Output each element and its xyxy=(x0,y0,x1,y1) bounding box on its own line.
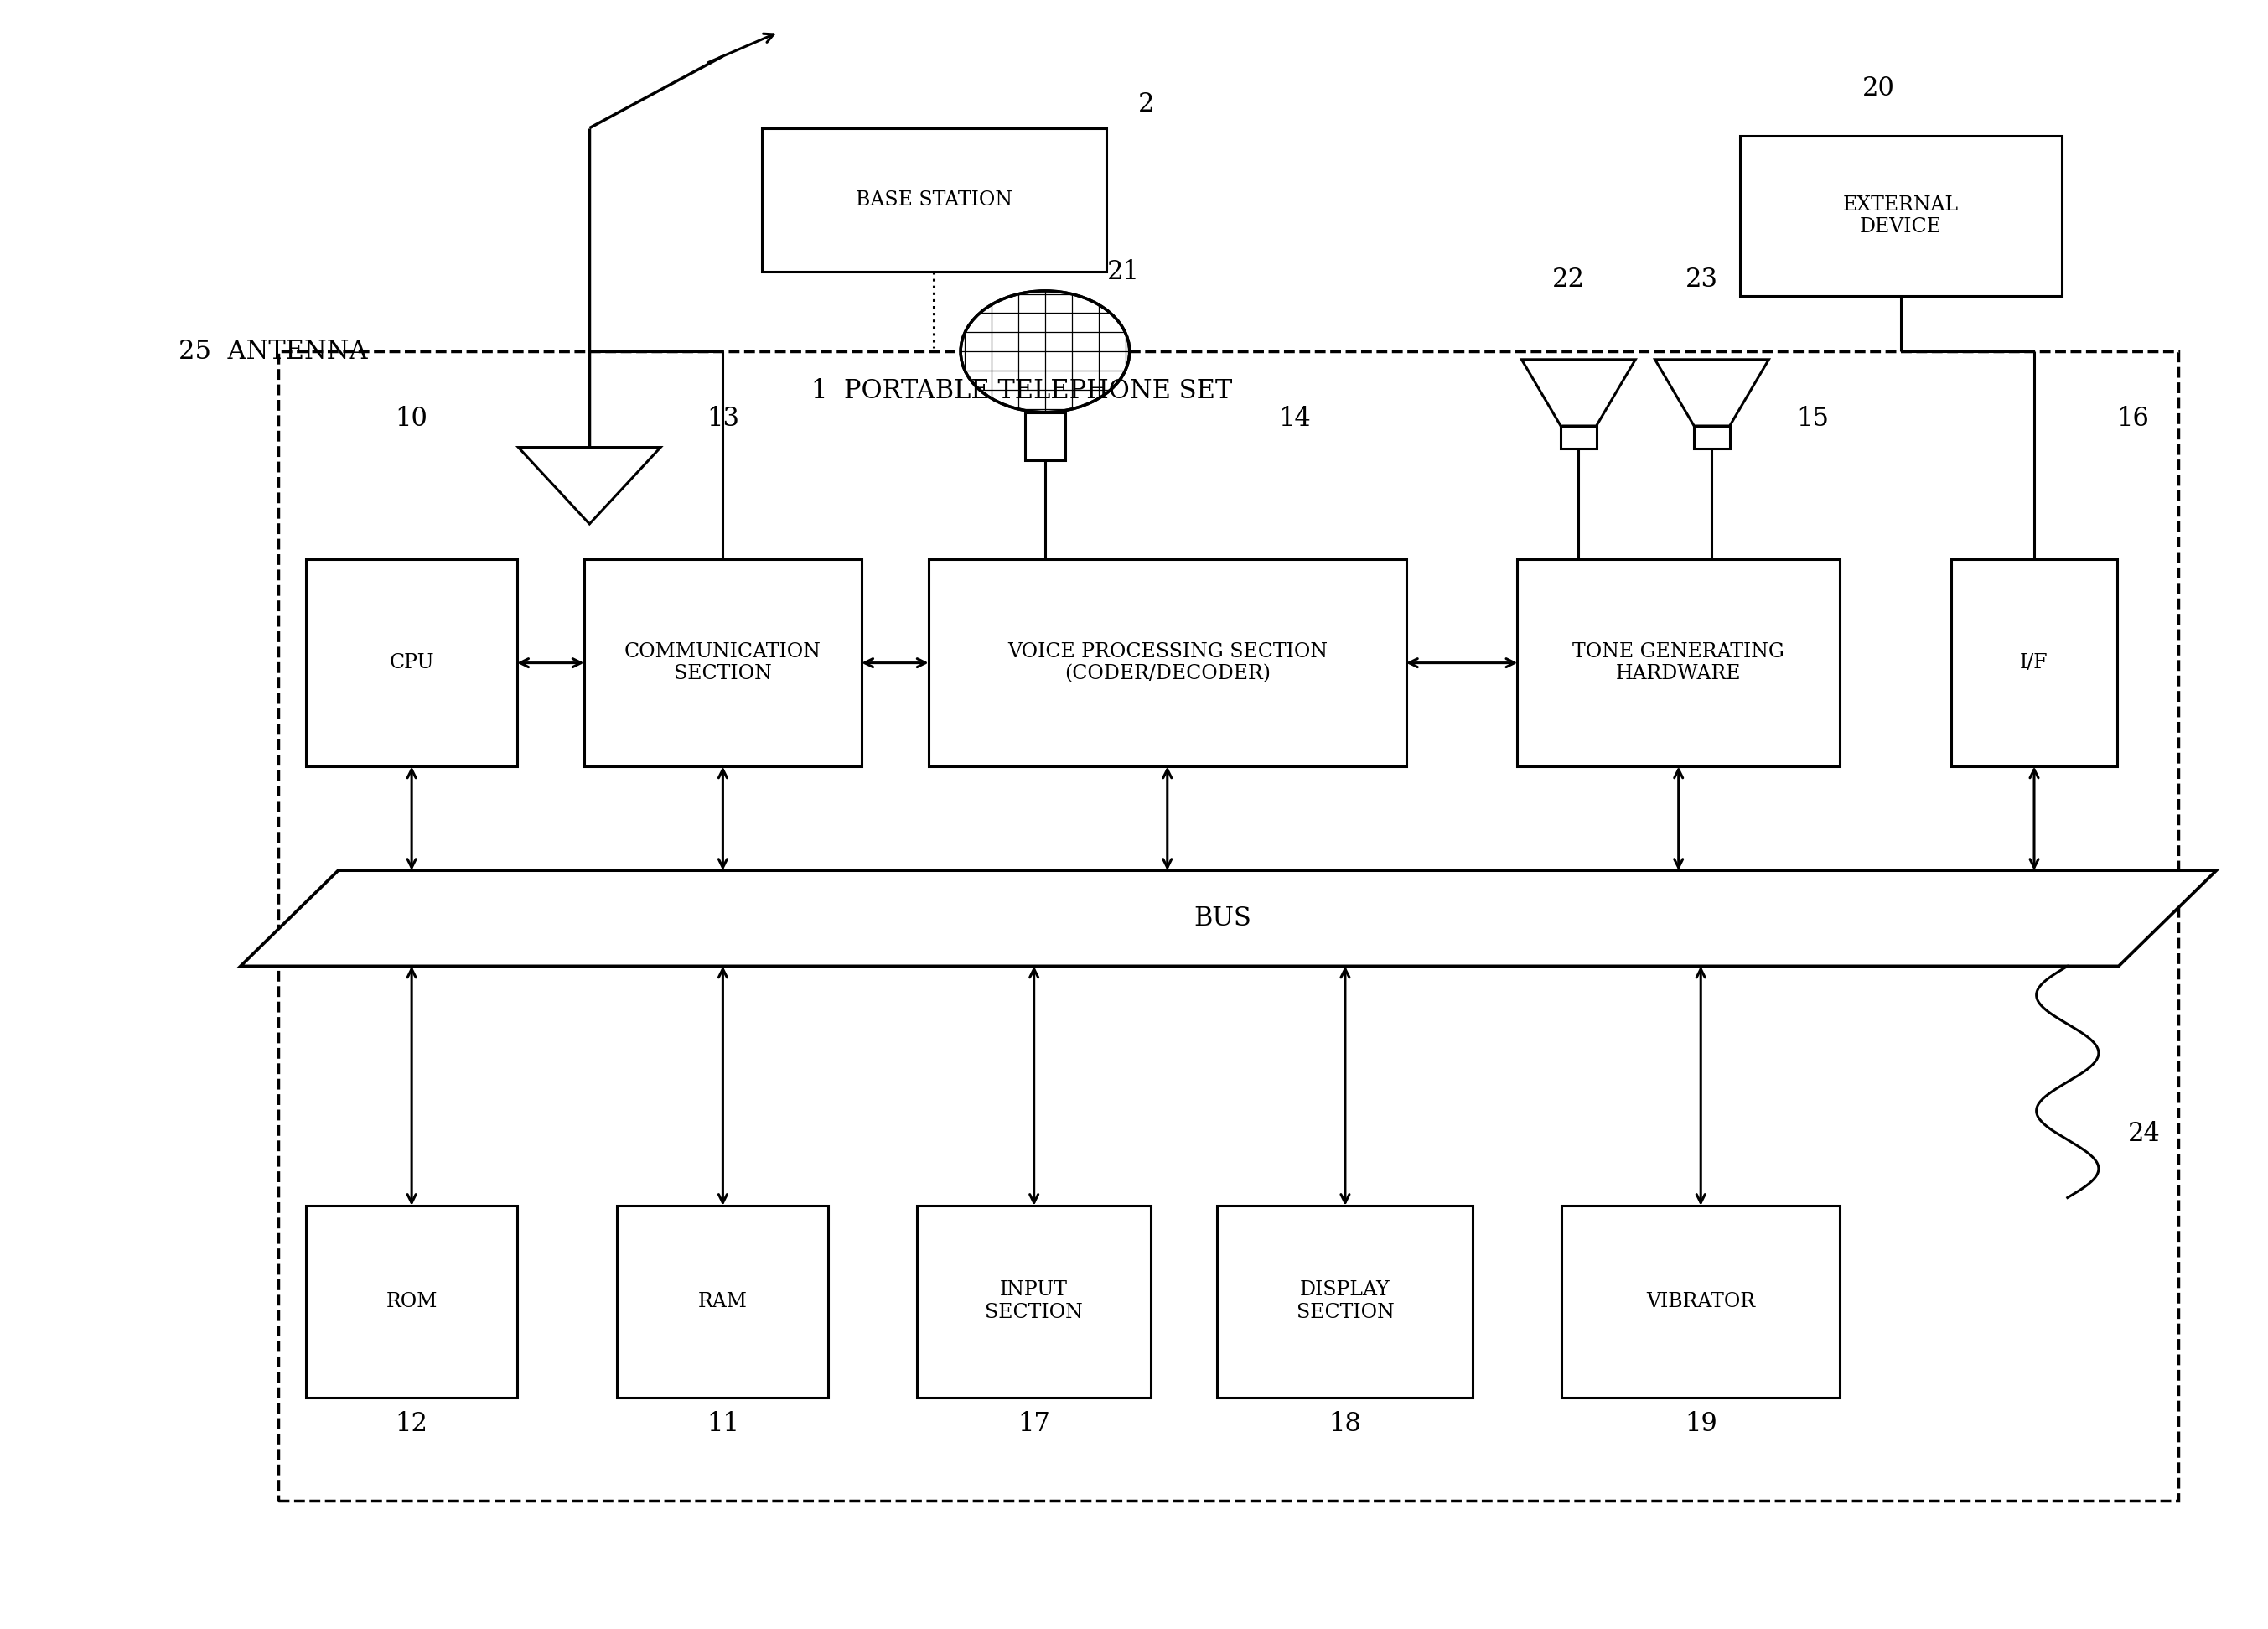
Polygon shape xyxy=(240,870,2216,966)
Bar xyxy=(762,129,1107,272)
Text: CPU: CPU xyxy=(390,653,433,673)
Text: 2: 2 xyxy=(1139,91,1154,117)
Bar xyxy=(916,1205,1150,1398)
Bar xyxy=(1694,425,1730,450)
Bar xyxy=(1560,425,1597,450)
Text: 1  PORTABLE TELEPHONE SET: 1 PORTABLE TELEPHONE SET xyxy=(812,378,1234,404)
Text: BASE STATION: BASE STATION xyxy=(855,191,1012,210)
Text: ROM: ROM xyxy=(386,1292,438,1311)
Text: 17: 17 xyxy=(1018,1411,1050,1437)
Bar xyxy=(306,559,517,767)
Text: VOICE PROCESSING SECTION
(CODER/DECODER): VOICE PROCESSING SECTION (CODER/DECODER) xyxy=(1007,642,1327,684)
Text: 13: 13 xyxy=(705,406,739,432)
Bar xyxy=(928,559,1406,767)
Text: 24: 24 xyxy=(2127,1121,2159,1147)
Text: 22: 22 xyxy=(1551,267,1585,293)
Polygon shape xyxy=(1656,360,1769,425)
Bar xyxy=(1950,559,2118,767)
Text: VIBRATOR: VIBRATOR xyxy=(1647,1292,1755,1311)
Text: 25  ANTENNA: 25 ANTENNA xyxy=(179,339,367,365)
Text: 15: 15 xyxy=(1796,406,1828,432)
Text: EXTERNAL
DEVICE: EXTERNAL DEVICE xyxy=(1844,195,1960,236)
Bar xyxy=(306,1205,517,1398)
Text: 11: 11 xyxy=(705,1411,739,1437)
Text: 19: 19 xyxy=(1685,1411,1717,1437)
Text: INPUT
SECTION: INPUT SECTION xyxy=(984,1280,1082,1323)
Text: TONE GENERATING
HARDWARE: TONE GENERATING HARDWARE xyxy=(1572,642,1785,684)
Bar xyxy=(1517,559,1839,767)
Text: 21: 21 xyxy=(1107,259,1141,285)
Text: COMMUNICATION
SECTION: COMMUNICATION SECTION xyxy=(624,642,821,684)
Bar xyxy=(1025,412,1066,459)
Bar xyxy=(1563,1205,1839,1398)
Bar xyxy=(583,559,862,767)
Polygon shape xyxy=(519,448,660,525)
Text: BUS: BUS xyxy=(1193,906,1252,932)
Bar xyxy=(617,1205,828,1398)
Text: 16: 16 xyxy=(2116,406,2150,432)
Text: 10: 10 xyxy=(395,406,429,432)
Text: 14: 14 xyxy=(1279,406,1311,432)
Circle shape xyxy=(962,292,1129,412)
Text: 23: 23 xyxy=(1685,267,1717,293)
Text: DISPLAY
SECTION: DISPLAY SECTION xyxy=(1297,1280,1395,1323)
Bar xyxy=(279,352,2180,1500)
Text: I/F: I/F xyxy=(2021,653,2048,673)
Text: 18: 18 xyxy=(1329,1411,1361,1437)
Text: 20: 20 xyxy=(1862,75,1894,101)
Bar xyxy=(1218,1205,1472,1398)
Text: RAM: RAM xyxy=(699,1292,748,1311)
Polygon shape xyxy=(1522,360,1635,425)
Text: 12: 12 xyxy=(395,1411,429,1437)
Bar xyxy=(1740,137,2062,296)
